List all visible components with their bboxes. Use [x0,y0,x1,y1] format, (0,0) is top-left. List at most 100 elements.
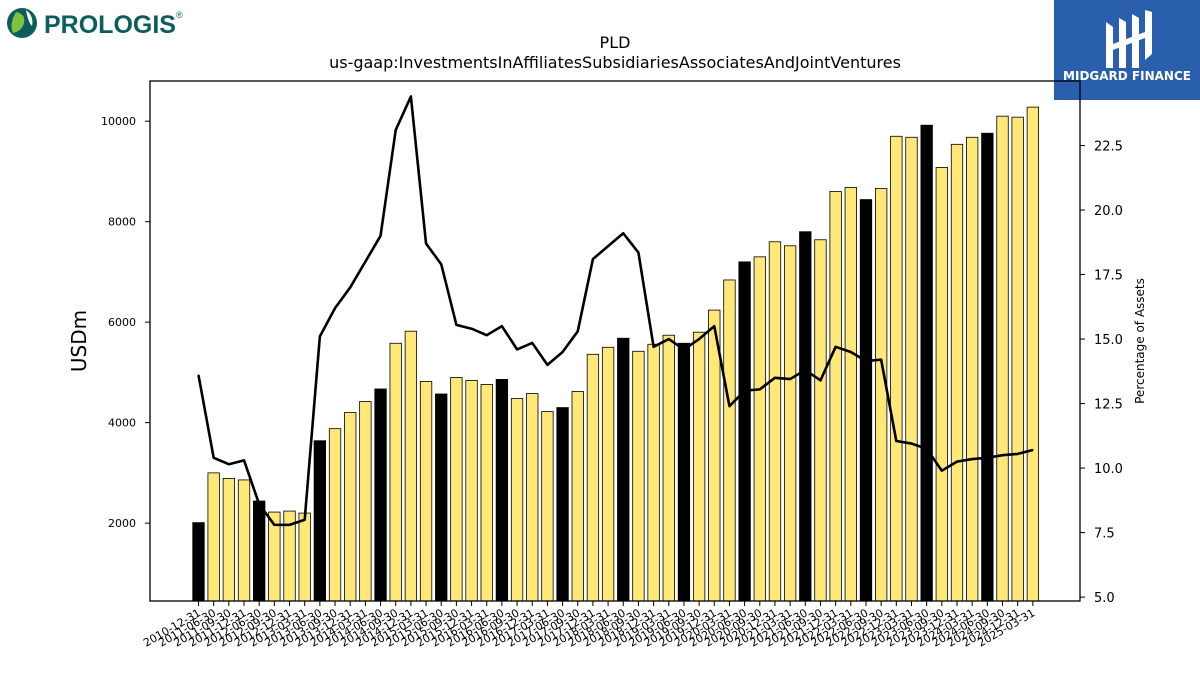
y2-tick-label: 7.5 [1094,527,1115,542]
line-point [667,338,670,340]
prologis-globe-icon: PROLOGIS ® [7,8,183,39]
bar [601,346,615,602]
line-point [971,458,973,460]
bar [981,132,994,602]
bar [222,478,235,602]
line-point [758,388,761,391]
line-point [774,376,776,379]
line-point [713,325,716,327]
x-axis: 2010-12-312011-06-302011-09-302011-12-31… [141,601,1037,650]
line-point [425,242,427,245]
y-tick-label: 4000 [108,417,136,430]
line-point [501,325,503,327]
line-point [531,342,534,344]
bar [935,167,948,602]
bar [404,330,418,602]
bar [966,136,979,602]
bar [556,407,569,602]
line-point [1001,454,1004,456]
midgard-finance-mark-icon [1106,10,1152,68]
y2-tick-label: 17.5 [1094,269,1123,284]
bar [783,245,797,602]
bar [465,380,478,602]
line-point [834,346,837,348]
line-point [1016,453,1019,455]
bar [692,331,706,602]
bar [844,187,857,602]
line-point [303,518,306,521]
y-tick-label: 6000 [108,316,136,329]
line-point [334,307,336,309]
bar [662,334,675,602]
line-point [319,335,321,338]
line-point [592,258,594,260]
bar [677,342,691,602]
bar [207,472,220,602]
line-point [546,364,549,366]
bar [829,191,842,602]
line-point [228,463,230,466]
bar [905,136,918,602]
bar [617,337,630,602]
bar [920,124,933,602]
bar [632,350,645,602]
bar [814,239,827,602]
bar [253,500,266,602]
line-point [364,260,367,263]
y2-tick-label: 5.0 [1094,591,1115,606]
line-point [819,379,822,382]
bar [328,428,342,602]
bar [768,241,782,602]
line-point [485,334,488,336]
y2-tick-label: 10.0 [1094,462,1123,477]
line-layer [197,95,1034,527]
bar [571,391,584,602]
bar [875,188,888,602]
line-point [607,245,609,247]
bar [510,398,524,602]
y-axis-label: USDm [67,310,91,372]
bar [359,401,372,602]
line-point [440,263,443,266]
line-point [865,360,867,362]
y2-axis-label: Percentage of Assets [1133,278,1147,404]
line-point [576,330,579,333]
bar [738,261,751,602]
bar [389,342,402,602]
line-point [941,469,943,472]
chart-title: PLD [600,33,631,52]
line-point [470,327,473,330]
midgard-finance-logo: MIDGARD FINANCE [1054,0,1200,100]
line-point [273,524,276,526]
bar [450,377,463,602]
bar [753,256,766,602]
line-point [652,346,655,348]
bar [996,115,1009,602]
bar [313,440,327,602]
bar [526,393,539,602]
bar [647,343,660,602]
bar [419,381,433,602]
line-point [243,459,245,462]
y2-tick-label: 20.0 [1094,204,1123,219]
line-point [956,460,958,463]
line-point [379,235,382,237]
bar [480,384,493,602]
line-point [743,389,746,392]
prologis-wordmark: PROLOGIS [44,11,176,39]
line-point [622,232,625,235]
prologis-logo: PROLOGIS ® [4,4,204,44]
bars-layer [192,106,1039,602]
registered-mark: ® [176,10,183,20]
line-point [986,456,989,459]
bar [1026,106,1039,602]
y2-tick-label: 12.5 [1094,398,1123,413]
bar [495,379,509,602]
bar [344,412,357,602]
y-tick-label: 8000 [108,216,136,229]
bar [298,512,311,602]
bar [890,135,903,602]
line-point [288,524,291,526]
bar [799,231,812,602]
